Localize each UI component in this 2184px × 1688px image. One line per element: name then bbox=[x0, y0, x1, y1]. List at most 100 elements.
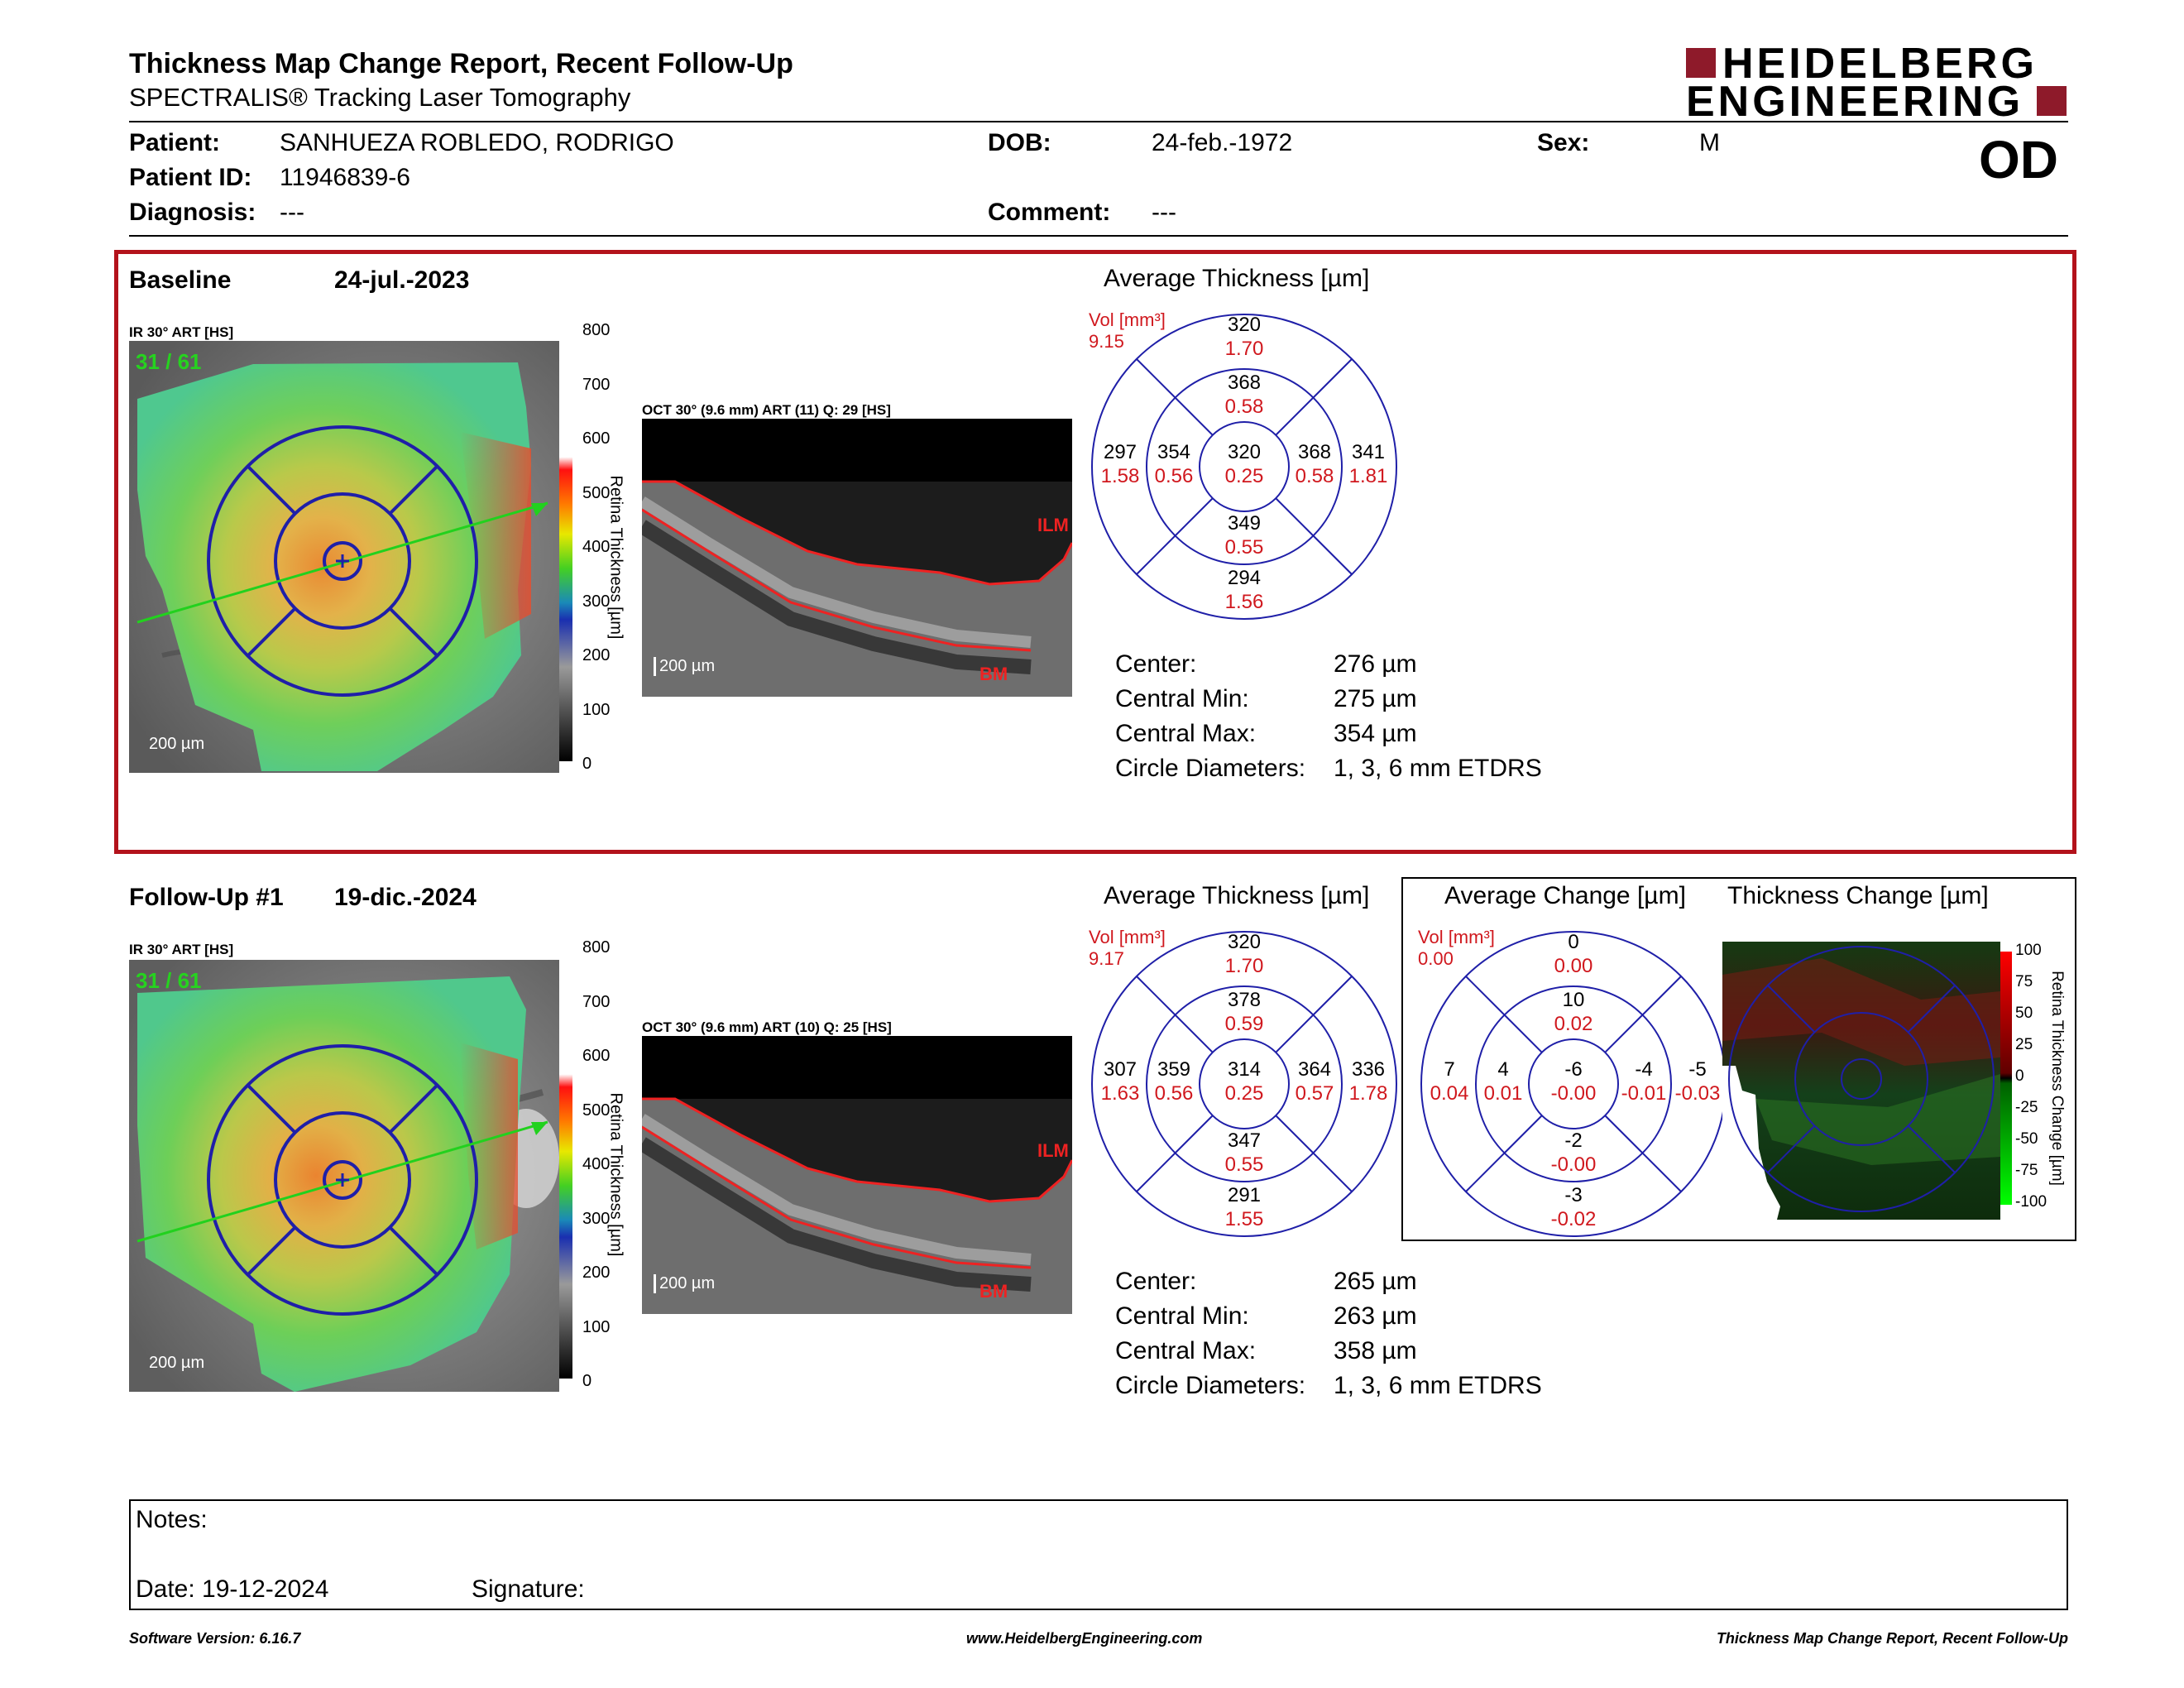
patient-label: Patient: bbox=[129, 129, 221, 156]
sex-label: Sex: bbox=[1537, 129, 1590, 156]
change-vol-value: 0.00 bbox=[1418, 948, 1454, 969]
fu-etdrs-outer-left: 307 1.63 bbox=[1100, 1058, 1140, 1105]
change-colorbar bbox=[2000, 952, 2012, 1205]
etdrs-outer-top: 320 1.70 bbox=[1224, 314, 1264, 360]
footer-website[interactable]: www.HeidelbergEngineering.com bbox=[966, 1630, 1203, 1647]
chg-tick-25: 25 bbox=[2015, 1036, 2033, 1053]
followup-min-value: 263 µm bbox=[1334, 1302, 1417, 1330]
followup-etdrs-grid: 320 1.70 378 0.59 307 1.63 359 0.56 314 0.25 … bbox=[1090, 930, 1398, 1238]
cb1-tick-100: 100 bbox=[582, 701, 611, 719]
baseline-diam-label: Circle Diameters: bbox=[1115, 755, 1306, 782]
followup-bm-label: BM bbox=[979, 1281, 1008, 1302]
followup-ilm-label: ILM bbox=[1037, 1140, 1069, 1161]
followup-ir-count: 31 / 61 bbox=[136, 968, 202, 993]
baseline-oct-label: OCT 30° (9.6 mm) ART (11) Q: 29 [HS] bbox=[642, 402, 891, 418]
fu-etdrs-inner-top: 378 0.59 bbox=[1224, 989, 1264, 1035]
cb2-tick-300: 300 bbox=[582, 1210, 611, 1228]
baseline-max-label: Central Max: bbox=[1115, 720, 1257, 747]
baseline-ilm-label: ILM bbox=[1037, 515, 1069, 535]
diagnosis-value: --- bbox=[280, 199, 304, 226]
chg-tick-m50: -50 bbox=[2015, 1130, 2038, 1148]
patient-divider bbox=[129, 235, 2068, 237]
baseline-thickness-map: 31 / 61 200 µm bbox=[129, 341, 559, 773]
chg-outer-bottom: -3 -0.02 bbox=[1550, 1184, 1597, 1230]
baseline-colorbar bbox=[559, 333, 572, 761]
footer-report-title: Thickness Map Change Report, Recent Foll… bbox=[1716, 1630, 2068, 1647]
followup-diam-label: Circle Diameters: bbox=[1115, 1372, 1306, 1399]
sex-value: M bbox=[1699, 129, 1720, 156]
cb1-tick-300: 300 bbox=[582, 592, 611, 611]
baseline-center-label: Center: bbox=[1115, 650, 1197, 678]
eye-label: OD bbox=[1979, 130, 2058, 189]
baseline-label: Baseline bbox=[129, 266, 232, 294]
followup-vol-label: Vol [mm³] bbox=[1089, 927, 1166, 947]
chg-center: -6 -0.00 bbox=[1550, 1058, 1597, 1105]
followup-avg-title: Average Thickness [µm] bbox=[1104, 882, 1370, 909]
followup-ir-label: IR 30° ART [HS] bbox=[129, 942, 234, 957]
cb1-tick-400: 400 bbox=[582, 538, 611, 556]
baseline-vol-label: Vol [mm³] bbox=[1089, 309, 1166, 330]
change-etdrs-grid: 0 0.00 10 0.02 7 0.04 4 0.01 -6 -0.00 -4 -0.01… bbox=[1420, 930, 1727, 1238]
change-vol-label: Vol [mm³] bbox=[1418, 927, 1495, 947]
logo-line2: ENGINEERING bbox=[1686, 78, 2024, 126]
patient-name: SANHUEZA ROBLEDO, RODRIGO bbox=[280, 129, 674, 156]
chg-outer-top: 0 0.00 bbox=[1554, 931, 1593, 977]
baseline-colorbar-ticks: 800 700 600 500 400 300 200 100 0 bbox=[582, 321, 615, 774]
followup-oct-label: OCT 30° (9.6 mm) ART (10) Q: 25 [HS] bbox=[642, 1019, 892, 1035]
baseline-diam-value: 1, 3, 6 mm ETDRS bbox=[1334, 755, 1542, 782]
followup-date: 19-dic.-2024 bbox=[334, 884, 477, 911]
header-divider bbox=[129, 121, 2068, 122]
cb1-tick-0: 0 bbox=[582, 755, 592, 773]
followup-min-label: Central Min: bbox=[1115, 1302, 1249, 1330]
cb1-tick-500: 500 bbox=[582, 484, 611, 502]
chg-tick-0: 0 bbox=[2015, 1067, 2024, 1085]
baseline-min-value: 275 µm bbox=[1334, 685, 1417, 712]
heidelberg-logo: HEIDELBERG ENGINEERING bbox=[1686, 42, 2067, 126]
baseline-section bbox=[114, 250, 2076, 854]
thickness-change-map bbox=[1722, 942, 2000, 1220]
cb1-tick-600: 600 bbox=[582, 429, 611, 448]
patient-id-value: 11946839-6 bbox=[280, 164, 410, 191]
followup-colorbar-title: Retina Thickness [µm] bbox=[606, 1092, 625, 1257]
followup-max-label: Central Max: bbox=[1115, 1337, 1257, 1364]
fu-etdrs-outer-top: 320 1.70 bbox=[1224, 931, 1264, 977]
fu-etdrs-outer-right: 336 1.78 bbox=[1348, 1058, 1388, 1105]
change-colorbar-title: Retina Thickness Change [µm] bbox=[2048, 971, 2066, 1186]
cb1-tick-200: 200 bbox=[582, 646, 611, 664]
baseline-ir-scale: 200 µm bbox=[149, 735, 205, 753]
logo-square-right bbox=[2037, 86, 2067, 116]
chg-tick-m75: -75 bbox=[2015, 1162, 2038, 1179]
etdrs-inner-bottom: 349 0.55 bbox=[1224, 512, 1264, 559]
logo-square-left bbox=[1686, 48, 1716, 78]
cb2-tick-400: 400 bbox=[582, 1155, 611, 1173]
fu-etdrs-center: 314 0.25 bbox=[1224, 1058, 1264, 1105]
change-colorbar-ticks: 100 75 50 25 0 -25 -50 -75 -100 bbox=[2015, 942, 2052, 1215]
followup-center-value: 265 µm bbox=[1334, 1268, 1417, 1295]
fu-etdrs-outer-bottom: 291 1.55 bbox=[1224, 1184, 1264, 1230]
chg-outer-right: -5 -0.03 bbox=[1674, 1058, 1721, 1105]
chg-inner-bottom: -2 -0.00 bbox=[1550, 1129, 1597, 1176]
baseline-oct-scan: ILM BM 200 µm bbox=[638, 419, 1074, 697]
etdrs-inner-top: 368 0.58 bbox=[1224, 372, 1264, 418]
diagnosis-label: Diagnosis: bbox=[129, 199, 256, 226]
etdrs-outer-bottom: 294 1.56 bbox=[1224, 567, 1264, 613]
change-title: Average Change [µm] bbox=[1444, 882, 1686, 909]
chg-inner-left: 4 0.01 bbox=[1483, 1058, 1523, 1105]
footer-version: Software Version: 6.16.7 bbox=[129, 1630, 301, 1647]
baseline-vol-value: 9.15 bbox=[1089, 331, 1124, 352]
etdrs-inner-left: 354 0.56 bbox=[1154, 441, 1194, 487]
followup-diam-value: 1, 3, 6 mm ETDRS bbox=[1334, 1372, 1542, 1399]
chg-tick-m100: -100 bbox=[2015, 1193, 2048, 1211]
baseline-date: 24-jul.-2023 bbox=[334, 266, 470, 294]
chg-tick-75: 75 bbox=[2015, 973, 2033, 990]
baseline-ir-count: 31 / 61 bbox=[136, 349, 202, 374]
chg-tick-50: 50 bbox=[2015, 1005, 2033, 1022]
followup-center-label: Center: bbox=[1115, 1268, 1197, 1295]
report-subtitle: SPECTRALIS® Tracking Laser Tomography bbox=[129, 83, 631, 112]
notes-box[interactable] bbox=[129, 1499, 2068, 1610]
baseline-etdrs-grid: 320 1.70 368 0.58 297 1.58 354 0.56 320 0.25 … bbox=[1090, 313, 1398, 621]
report-title: Thickness Map Change Report, Recent Foll… bbox=[129, 48, 793, 79]
baseline-oct-scale: 200 µm bbox=[654, 657, 715, 676]
baseline-bm-label: BM bbox=[979, 664, 1008, 684]
cb2-tick-200: 200 bbox=[582, 1264, 611, 1282]
